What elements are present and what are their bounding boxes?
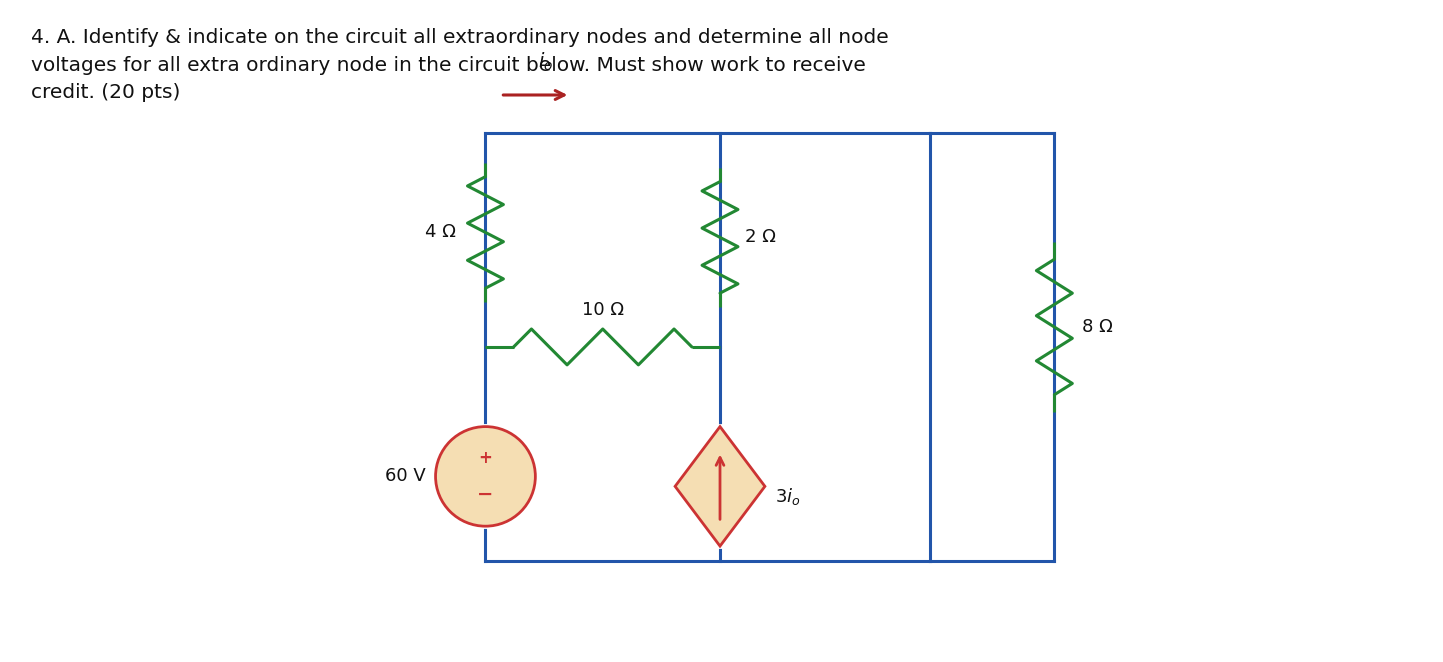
- Text: 8 Ω: 8 Ω: [1082, 318, 1113, 336]
- Circle shape: [436, 426, 535, 526]
- Text: 10 Ω: 10 Ω: [582, 301, 623, 319]
- Text: $3i_o$: $3i_o$: [775, 486, 801, 507]
- Text: 60 V: 60 V: [385, 467, 426, 485]
- Text: 4. A. Identify & indicate on the circuit all extraordinary nodes and determine a: 4. A. Identify & indicate on the circuit…: [32, 28, 889, 102]
- Polygon shape: [675, 426, 765, 546]
- Text: $i_o$: $i_o$: [538, 51, 553, 73]
- Text: +: +: [479, 449, 492, 467]
- Text: 2 Ω: 2 Ω: [745, 228, 776, 246]
- Text: 4 Ω: 4 Ω: [424, 223, 456, 242]
- Text: −: −: [478, 485, 494, 504]
